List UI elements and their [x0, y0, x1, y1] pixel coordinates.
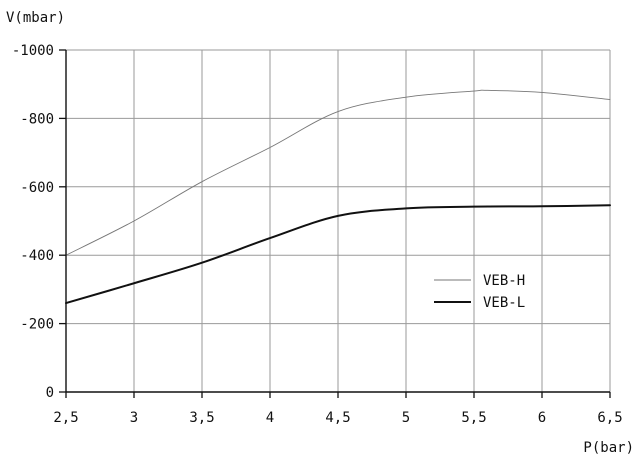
x-tick-label: 6,5	[597, 410, 622, 426]
x-tick-label: 4,5	[325, 410, 350, 426]
x-tick-label: 6	[538, 410, 546, 426]
axes	[59, 49, 611, 398]
y-tick-label: -200	[20, 317, 54, 333]
x-tick-label: 5	[402, 410, 410, 426]
legend: VEB-H VEB-L	[434, 273, 525, 311]
series-group	[65, 89, 611, 305]
y-tick-label: 0	[46, 385, 54, 401]
y-tick-label: -800	[20, 111, 54, 127]
grid	[65, 49, 611, 393]
x-tick-label: 4	[266, 410, 274, 426]
series-line-veb-h	[65, 89, 611, 256]
y-axis-label: V(mbar)	[6, 10, 65, 26]
tick-labels: 2,5 3 3,5 4 4,5 5 5,5 6 6,5 0 -200 -400 -600 -800 -100…	[12, 43, 623, 426]
legend-label: VEB-L	[483, 295, 525, 311]
x-tick-label: 5,5	[461, 410, 486, 426]
legend-label: VEB-H	[483, 273, 525, 289]
x-tick-label: 2,5	[53, 410, 78, 426]
y-tick-label: -1000	[12, 43, 54, 59]
y-tick-label: -600	[20, 180, 54, 196]
x-tick-label: 3	[130, 410, 138, 426]
y-tick-label: -400	[20, 248, 54, 264]
x-tick-label: 3,5	[189, 410, 214, 426]
series-line-veb-l	[65, 204, 611, 305]
x-axis-label: P(bar)	[583, 440, 634, 456]
